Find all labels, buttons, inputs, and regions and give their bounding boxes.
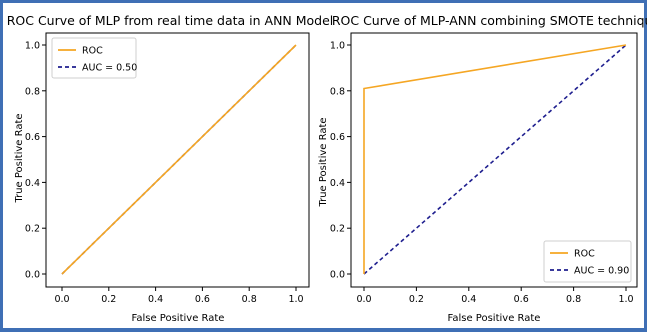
chart-right-legend-label: ROC bbox=[574, 249, 595, 260]
chart-left-x-tick-label: 0.4 bbox=[148, 294, 163, 305]
chart-right-legend-box bbox=[543, 240, 632, 283]
chart-right-ylabel: True Positive Rate bbox=[318, 117, 329, 207]
chart-right-axes-frame bbox=[350, 32, 638, 288]
chart-right-x-tick-label: 0.6 bbox=[514, 294, 529, 305]
chart-left-y-tick-label: 0.6 bbox=[25, 132, 40, 143]
chart-right-x-tick-label: 0.2 bbox=[409, 294, 424, 305]
chart-left-x-tick-label: 0.8 bbox=[242, 294, 257, 305]
chart-right-x-tick-label: 0.8 bbox=[566, 294, 581, 305]
chart-right-legend-label: AUC = 0.90 bbox=[574, 266, 629, 277]
chart-right-title: ROC Curve of MLP-ANN combining SMOTE tec… bbox=[332, 13, 647, 28]
chart-right-xlabel: False Positive Rate bbox=[448, 313, 541, 324]
chart-right-y-tick-label: 0.0 bbox=[330, 270, 345, 281]
chart-left-x-tick-label: 1.0 bbox=[288, 294, 303, 305]
chart-left-series-roc-curve bbox=[61, 44, 297, 275]
chart-left-x-tick-label: 0.0 bbox=[54, 294, 69, 305]
chart-left-roc-real-time: ROC Curve of MLP from real time data in … bbox=[7, 13, 334, 324]
chart-right-y-tick-label: 1.0 bbox=[330, 41, 345, 52]
chart-right-x-tick-label: 0.0 bbox=[356, 294, 371, 305]
chart-left-legend-label: ROC bbox=[82, 46, 103, 57]
chart-left-y-tick-label: 0.4 bbox=[25, 178, 40, 189]
chart-left-y-tick-label: 0.8 bbox=[25, 86, 40, 97]
chart-left-title: ROC Curve of MLP from real time data in … bbox=[7, 13, 334, 28]
chart-right-y-tick-label: 0.6 bbox=[330, 132, 345, 143]
chart-left-y-tick-label: 0.0 bbox=[25, 270, 40, 281]
chart-left-ylabel: True Positive Rate bbox=[14, 113, 25, 203]
chart-right-x-tick-label: 0.4 bbox=[461, 294, 476, 305]
chart-left-x-tick-label: 0.2 bbox=[101, 294, 116, 305]
chart-right-roc-smote: ROC Curve of MLP-ANN combining SMOTE tec… bbox=[318, 13, 647, 324]
chart-left-xlabel: False Positive Rate bbox=[132, 313, 225, 324]
chart-left-legend-box bbox=[51, 37, 137, 79]
chart-left-axes-frame bbox=[45, 32, 310, 288]
chart-left-x-tick-label: 0.6 bbox=[195, 294, 210, 305]
chart-right-series-auc-diagonal bbox=[363, 44, 627, 275]
chart-right-series-roc-curve bbox=[363, 44, 627, 274]
chart-right-x-tick-label: 1.0 bbox=[618, 294, 633, 305]
chart-left-legend-label: AUC = 0.50 bbox=[82, 63, 137, 74]
chart-left-y-tick-label: 0.2 bbox=[25, 224, 40, 235]
chart-right-y-tick-label: 0.4 bbox=[330, 178, 345, 189]
chart-left-y-tick-label: 1.0 bbox=[25, 41, 40, 52]
chart-right-y-tick-label: 0.8 bbox=[330, 86, 345, 97]
chart-right-y-tick-label: 0.2 bbox=[330, 224, 345, 235]
